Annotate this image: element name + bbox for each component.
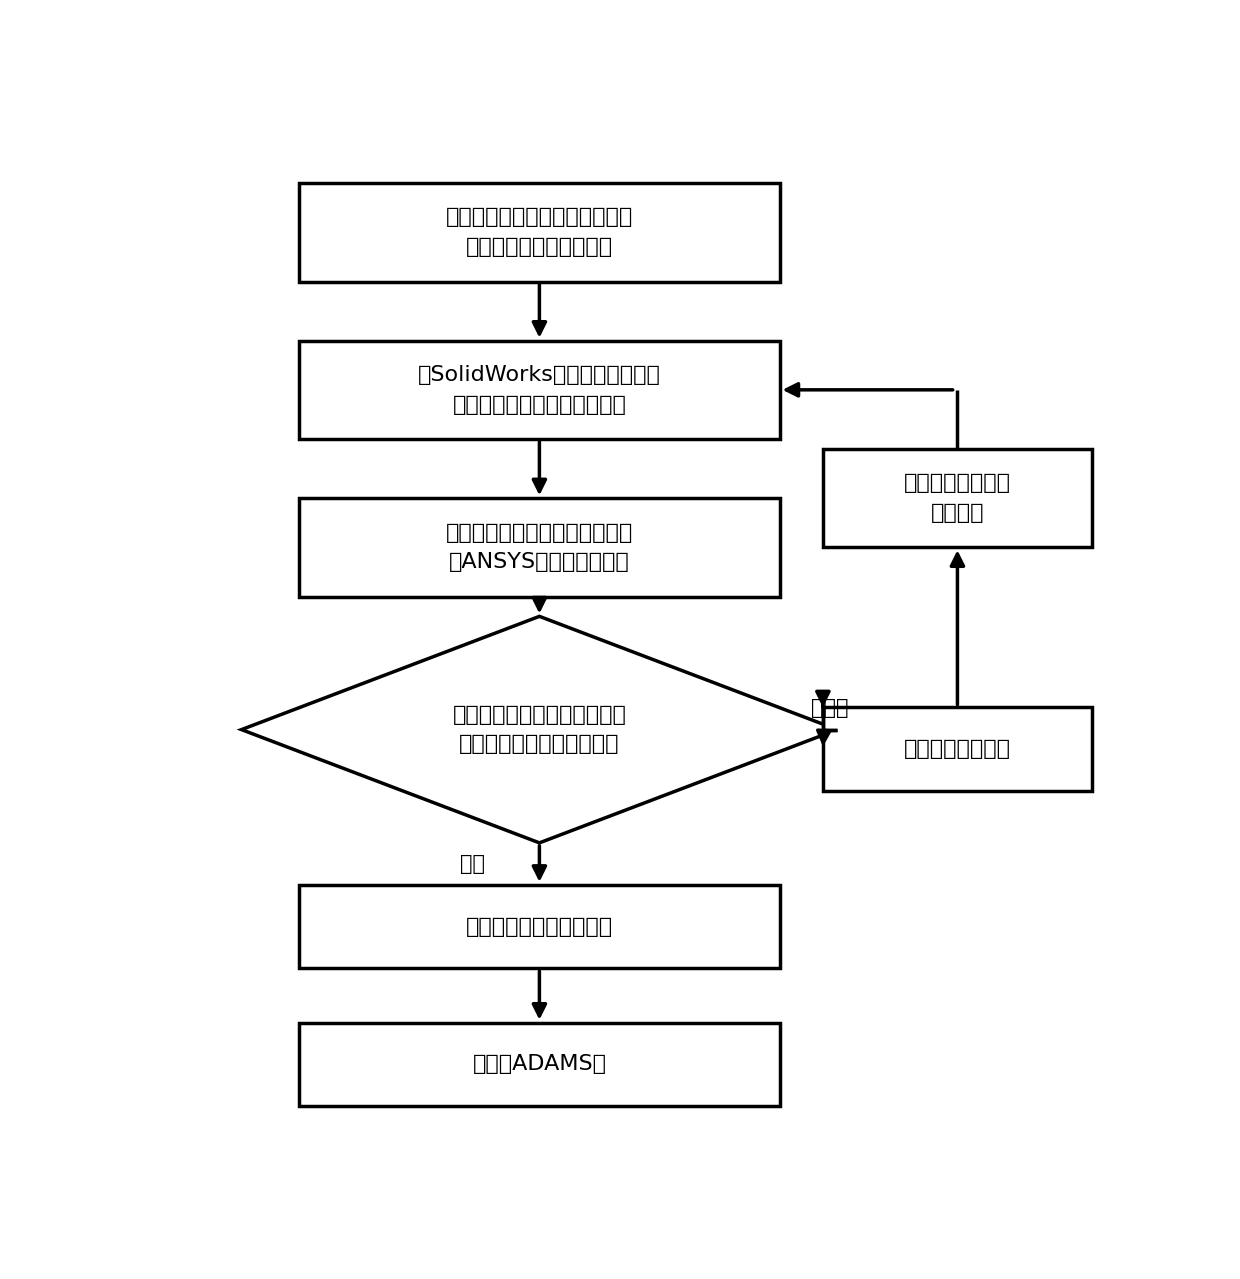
Text: 输入到ADAMS中: 输入到ADAMS中 bbox=[472, 1054, 606, 1074]
Text: 收集新调整的数据
结构参数: 收集新调整的数据 结构参数 bbox=[904, 473, 1011, 523]
Text: 判断建立的锂电池极片轧机主
体模型及设置参数是否可用: 判断建立的锂电池极片轧机主 体模型及设置参数是否可用 bbox=[453, 705, 626, 755]
Text: 调整模型设备参数: 调整模型设备参数 bbox=[904, 739, 1011, 760]
Text: 不可用: 不可用 bbox=[811, 698, 849, 718]
FancyBboxPatch shape bbox=[823, 707, 1092, 792]
Text: 在SolidWorks中完成数字空间的
锂电池极片轧机主体模型搭建: 在SolidWorks中完成数字空间的 锂电池极片轧机主体模型搭建 bbox=[418, 365, 661, 414]
FancyBboxPatch shape bbox=[299, 1023, 780, 1106]
FancyBboxPatch shape bbox=[299, 499, 780, 597]
Text: 可用: 可用 bbox=[460, 854, 485, 874]
Text: 根据锂电池极片轧机控制对象，
分析并采集机械结构参数: 根据锂电池极片轧机控制对象， 分析并采集机械结构参数 bbox=[445, 207, 634, 257]
FancyBboxPatch shape bbox=[299, 183, 780, 281]
FancyBboxPatch shape bbox=[299, 340, 780, 439]
FancyBboxPatch shape bbox=[299, 885, 780, 968]
Text: 将锂电池极片轧机主体模型导入
到ANSYS中进行仿真分析: 将锂电池极片轧机主体模型导入 到ANSYS中进行仿真分析 bbox=[445, 523, 634, 572]
FancyBboxPatch shape bbox=[823, 449, 1092, 547]
Text: 收集当前的数据结构参数: 收集当前的数据结构参数 bbox=[466, 917, 613, 936]
Polygon shape bbox=[242, 616, 837, 843]
